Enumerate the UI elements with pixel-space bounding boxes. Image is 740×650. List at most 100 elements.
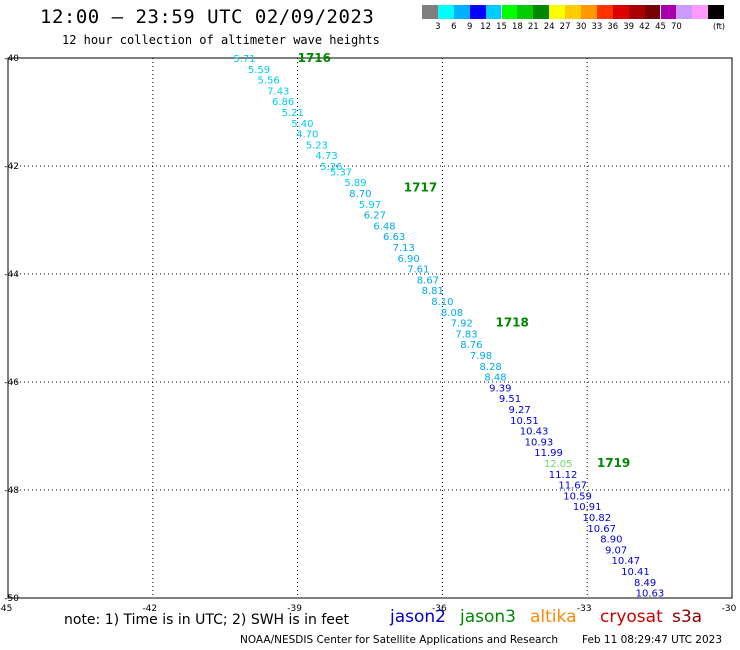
satellite-legend-jason3: jason3 <box>460 607 516 627</box>
wave-height-point: 5.23 <box>306 140 328 151</box>
y-tick-label: -40 <box>4 54 19 64</box>
wave-height-point: 10.59 <box>563 491 592 502</box>
wave-height-point: 6.27 <box>364 211 386 222</box>
note-text: note: 1) Time is in UTC; 2) SWH is in fe… <box>64 612 350 628</box>
wave-height-point: 5.71 <box>233 54 255 65</box>
satellite-legend-jason2: jason2 <box>390 607 446 627</box>
wave-height-point: 6.86 <box>272 97 294 108</box>
wave-height-point: 11.99 <box>534 448 563 459</box>
x-tick-label: -33 <box>577 604 592 614</box>
wave-height-point: 8.76 <box>460 340 482 351</box>
wave-height-point: 8.67 <box>417 275 439 286</box>
colorbar-tick-label: 3 <box>435 22 441 32</box>
wave-height-point: 11.12 <box>549 470 578 481</box>
chart-title: 12:00 – 23:59 UTC 02/09/2023 <box>40 6 375 28</box>
colorbar-swatch <box>644 5 661 19</box>
colorbar-swatch <box>469 5 486 19</box>
colorbar-swatch <box>549 5 566 19</box>
colorbar-tick-label: 21 <box>527 22 539 32</box>
colorbar-tick-label: 70 <box>670 22 682 32</box>
satellite-legend-s3a: s3a <box>672 607 703 627</box>
plot-frame <box>7 57 733 599</box>
colorbar-swatch <box>565 5 581 19</box>
wave-height-point: 10.67 <box>587 524 616 535</box>
wave-height-point: 9.51 <box>499 394 521 405</box>
wave-height-point: 4.70 <box>296 130 318 141</box>
colorbar-tick-label: 15 <box>496 22 507 32</box>
colorbar-swatch <box>501 5 518 19</box>
data-points-group: 5.715.595.567.436.865.215.404.705.234.73… <box>233 54 664 598</box>
time-label: 1717 <box>404 181 437 195</box>
colorbar-tick-label: 9 <box>466 22 473 32</box>
wave-height-point: 10.91 <box>573 502 602 513</box>
colorbar-unit: (ft) <box>713 22 726 31</box>
wave-height-point: 6.90 <box>397 254 419 265</box>
y-tick-label: -42 <box>4 162 19 172</box>
colorbar-swatch <box>453 5 470 19</box>
colorbar-tick-label: 33 <box>591 22 603 32</box>
wave-height-point: 10.93 <box>525 437 554 448</box>
wave-height-point: 8.90 <box>600 535 622 546</box>
colorbar-tick-label: 6 <box>451 22 457 32</box>
wave-height-point: 7.61 <box>407 265 429 276</box>
wave-height-point: 5.21 <box>282 108 304 119</box>
wave-height-point: 5.97 <box>359 200 381 211</box>
wave-height-point: 8.10 <box>431 297 453 308</box>
wave-height-point: 8.48 <box>484 373 506 384</box>
wave-height-point: 10.43 <box>520 427 549 438</box>
wave-height-point: 9.27 <box>508 405 530 416</box>
wave-height-point: 8.28 <box>480 362 502 373</box>
wave-height-point: 6.63 <box>383 232 405 243</box>
y-tick-label: -46 <box>4 378 19 388</box>
x-tick-label: -39 <box>287 604 302 614</box>
time-label: 1718 <box>495 316 528 330</box>
colorbar-swatch <box>517 5 534 19</box>
timestamp-text: Feb 11 08:29:47 UTC 2023 <box>582 634 722 646</box>
colorbar-tick-label: 30 <box>575 22 587 32</box>
colorbar-swatch <box>581 5 597 19</box>
wave-height-point: 11.67 <box>558 481 587 492</box>
wave-height-point: 9.07 <box>605 545 627 556</box>
colorbar-swatch <box>437 5 454 19</box>
colorbar-tick-label: 39 <box>623 22 635 32</box>
wave-height-point: 5.26 <box>320 162 342 173</box>
wave-height-point: 8.08 <box>441 308 463 319</box>
wave-height-point: 4.73 <box>315 151 337 162</box>
y-tick-label: -48 <box>4 486 19 496</box>
wave-height-point: 8.70 <box>349 189 371 200</box>
x-tick-label: -42 <box>142 604 157 614</box>
colorbar-tick-label: 24 <box>543 22 555 32</box>
time-label: 1716 <box>298 51 331 65</box>
wave-height-point: 7.83 <box>455 329 477 340</box>
wave-height-point: 7.92 <box>451 319 473 330</box>
colorbar-tick-label: 27 <box>559 22 571 32</box>
colorbar-swatch <box>660 5 677 19</box>
wave-height-point: 7.43 <box>267 86 289 97</box>
colorbar-tick-label: 36 <box>607 22 619 32</box>
colorbar-swatch <box>692 5 709 19</box>
y-tick-label: -50 <box>4 594 19 604</box>
wave-height-point: 7.13 <box>393 243 415 254</box>
colorbar-tick-label: 42 <box>639 22 650 32</box>
wave-height-point: 8.81 <box>422 286 444 297</box>
wave-height-point: 5.59 <box>248 65 270 76</box>
x-tick-label: -30 <box>722 604 737 614</box>
colorbar-tick-label: 45 <box>655 22 666 32</box>
time-label: 1719 <box>597 456 630 470</box>
wave-height-point: 10.47 <box>611 556 640 567</box>
wave-height-point: 5.56 <box>258 76 280 87</box>
colorbar-swatch <box>596 5 613 19</box>
x-tick-label: -36 <box>432 604 447 614</box>
wave-height-point: 8.49 <box>634 578 656 589</box>
wave-height-point: 5.40 <box>291 119 313 130</box>
colorbar-swatch <box>708 5 725 19</box>
wave-height-point: 9.39 <box>489 383 511 394</box>
wave-height-point: 10.51 <box>510 416 539 427</box>
wave-height-point: 10.82 <box>583 513 612 524</box>
wave-height-point: 10.41 <box>621 567 650 578</box>
colorbar-swatch <box>676 5 693 19</box>
colorbar-swatch <box>612 5 629 19</box>
colorbar-swatch <box>533 5 550 19</box>
wave-height-point: 5.37 <box>330 167 352 178</box>
